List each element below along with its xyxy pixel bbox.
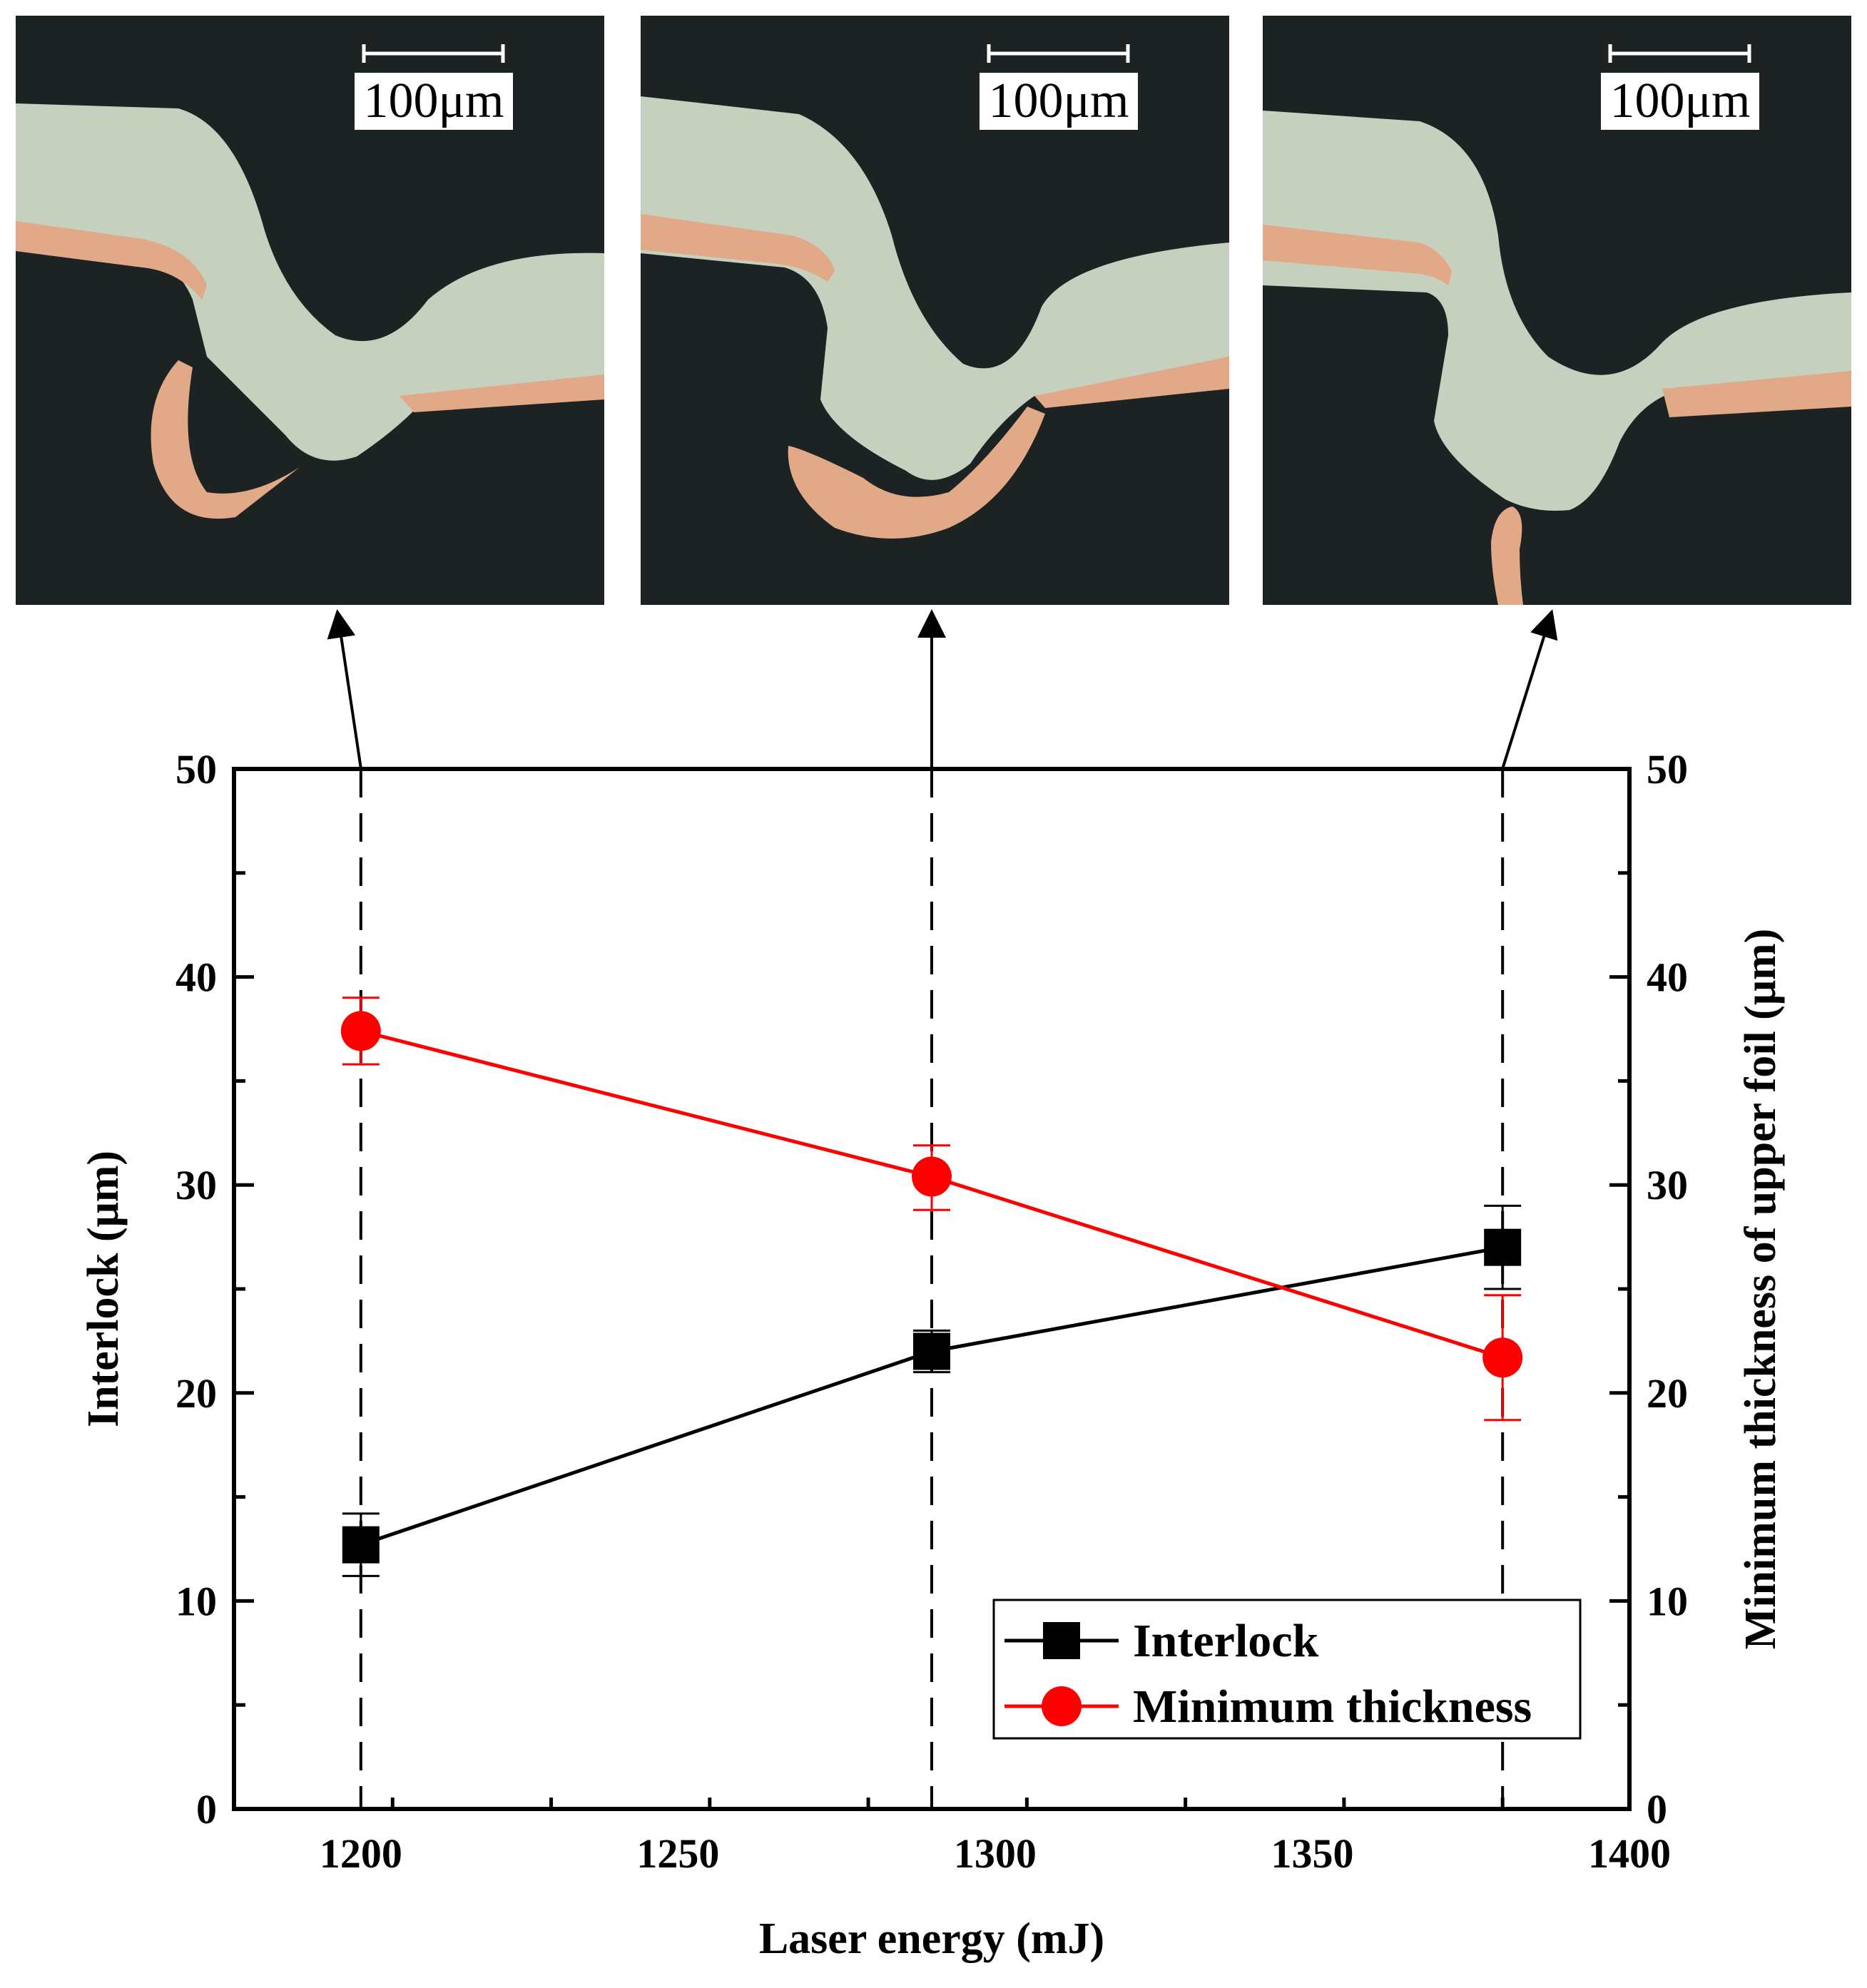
copper-foil-upper bbox=[641, 214, 835, 282]
micrograph-panels: 100μm 100μm 100μm bbox=[16, 16, 1851, 605]
copper-foil-hook bbox=[151, 360, 300, 519]
micrograph-panel-2: 100μm bbox=[641, 16, 1229, 605]
legend-item: Interlock bbox=[1004, 1615, 1319, 1667]
legend-marker bbox=[1042, 1686, 1082, 1726]
x-tick-label: 1250 bbox=[636, 1830, 719, 1877]
series-minimum-thickness bbox=[340, 996, 1523, 1422]
callout-arrow bbox=[327, 609, 362, 770]
x-axis-title: Laser energy (mJ) bbox=[759, 1915, 1104, 1963]
callout-arrows bbox=[327, 609, 1558, 770]
y-tick-label: 10 bbox=[1647, 1578, 1688, 1624]
plot-area: 1200 1250 1300 1350 1400 0 10 20 30 40 50 0 10 20 30… bbox=[175, 746, 1688, 1877]
legend-label: Interlock bbox=[1133, 1615, 1319, 1667]
y-axis-left-title: Interlock (μm) bbox=[79, 1151, 128, 1427]
data-point bbox=[340, 1011, 381, 1051]
y-tick-label: 20 bbox=[1647, 1370, 1688, 1417]
y-tick-label: 50 bbox=[175, 746, 217, 792]
micrograph-panel-3: 100μm bbox=[1263, 16, 1851, 605]
y-tick-label: 20 bbox=[175, 1370, 217, 1417]
callout-arrow bbox=[1501, 609, 1558, 770]
y-tick-label: 30 bbox=[1647, 1162, 1688, 1208]
y-tick-label: 40 bbox=[175, 954, 217, 1001]
copper-foil-lower bbox=[1034, 357, 1229, 408]
aluminum-foil-shape bbox=[16, 103, 604, 461]
data-point bbox=[913, 1332, 950, 1370]
series-interlock bbox=[342, 1204, 1522, 1577]
data-point bbox=[342, 1526, 380, 1564]
aluminum-foil-shape bbox=[641, 96, 1229, 480]
legend-item: Minimum thickness bbox=[1004, 1681, 1532, 1733]
x-tick-label: 1200 bbox=[320, 1830, 402, 1877]
y-tick-label: 50 bbox=[1647, 746, 1688, 792]
series-layer bbox=[340, 996, 1523, 1577]
micrograph-panel-1: 100μm bbox=[16, 16, 604, 605]
copper-foil-hook bbox=[1491, 506, 1523, 605]
data-point bbox=[912, 1156, 952, 1197]
x-axis: 1200 1250 1300 1350 1400 bbox=[232, 1798, 1671, 1877]
copper-foil-hook bbox=[788, 407, 1045, 539]
y-axis-left: 0 10 20 30 40 50 bbox=[175, 746, 254, 1832]
scale-bar-label: 100μm bbox=[989, 73, 1129, 128]
legend-frame bbox=[992, 1599, 1582, 1740]
data-point bbox=[1482, 1337, 1523, 1378]
y-axis-right-title: Minimum thickness of upper foil (μm) bbox=[1736, 929, 1785, 1650]
x-tick-label: 1300 bbox=[954, 1830, 1037, 1877]
legend-label: Minimum thickness bbox=[1133, 1681, 1532, 1733]
copper-foil-upper bbox=[16, 221, 207, 300]
aluminum-foil-shape bbox=[1263, 111, 1851, 511]
legend-marker bbox=[1043, 1622, 1080, 1659]
copper-foil-lower bbox=[1662, 371, 1851, 417]
y-tick-label: 0 bbox=[196, 1786, 217, 1832]
copper-foil-lower bbox=[400, 374, 604, 412]
x-tick-label: 1350 bbox=[1271, 1830, 1353, 1877]
y-tick-label: 40 bbox=[1647, 954, 1688, 1001]
y-tick-label: 30 bbox=[175, 1162, 217, 1208]
scale-bar-label: 100μm bbox=[364, 73, 504, 128]
y-tick-label: 0 bbox=[1647, 1786, 1667, 1832]
x-tick-label: 1400 bbox=[1588, 1830, 1671, 1877]
legend: Interlock Minimum thickness bbox=[992, 1599, 1582, 1740]
data-point bbox=[1484, 1228, 1522, 1266]
copper-foil-upper bbox=[1263, 225, 1452, 285]
scale-bar-label: 100μm bbox=[1610, 73, 1751, 128]
y-tick-label: 10 bbox=[175, 1578, 217, 1624]
y-axis-right: 0 10 20 30 40 50 bbox=[1609, 746, 1688, 1832]
